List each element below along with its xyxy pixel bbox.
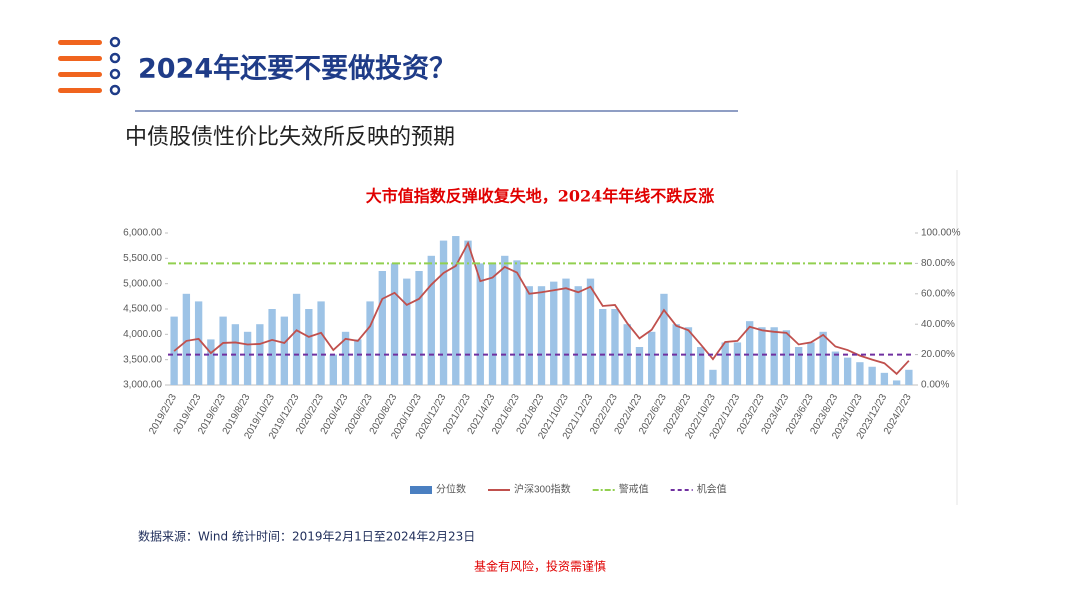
bar	[280, 316, 289, 385]
bar	[843, 357, 852, 385]
bar	[268, 309, 276, 385]
legend-label: 机会值	[697, 483, 727, 496]
y2-tick-label: 20.00%	[921, 349, 955, 360]
bar	[354, 339, 362, 385]
bar	[782, 330, 791, 385]
menu-icon	[58, 36, 121, 96]
bar	[868, 366, 876, 385]
bar	[892, 380, 901, 385]
y2-tick-label: 100.00%	[921, 228, 961, 239]
legend-label: 分位数	[436, 483, 466, 496]
bar	[341, 331, 350, 385]
bar	[709, 369, 717, 385]
bar	[660, 293, 668, 385]
y-tick-label: 4,500.00	[123, 304, 162, 315]
line	[173, 240, 910, 376]
bar	[635, 347, 644, 385]
bar	[513, 260, 521, 385]
bar	[905, 369, 913, 385]
bar	[329, 354, 337, 385]
y2-tick-label: 60.00%	[921, 288, 955, 299]
y-tick-label: 3,500.00	[123, 354, 162, 365]
slide-subtitle: 中债股债性价比失效所反映的预期	[125, 125, 455, 150]
chart-title: 大市值指数反弹收复失地，2024年年线不跌反涨	[366, 187, 715, 206]
bar	[182, 293, 191, 385]
y2-tick-label: 80.00%	[921, 258, 955, 269]
bar	[684, 327, 693, 385]
bar	[770, 327, 778, 385]
bar	[794, 347, 803, 385]
bar	[807, 342, 815, 385]
bar	[648, 331, 656, 385]
bar	[537, 286, 546, 385]
bar	[439, 240, 448, 385]
bar	[599, 309, 607, 385]
legend-label: 沪深300指数	[514, 483, 571, 496]
bar	[562, 278, 570, 385]
bar	[464, 240, 472, 385]
y-tick-label: 6,000.00	[123, 228, 162, 239]
bar	[403, 278, 411, 385]
source-note: 数据来源：Wind 统计时间：2019年2月1日至2024年2月23日	[138, 529, 475, 544]
bar	[525, 286, 533, 385]
legend-swatch	[410, 486, 432, 494]
y2-tick-label: 40.00%	[921, 319, 955, 330]
y-tick-label: 5,500.00	[123, 253, 162, 264]
y-tick-label: 3,000.00	[123, 380, 162, 391]
bar	[586, 278, 595, 385]
bar	[697, 347, 705, 385]
bar	[476, 263, 484, 385]
bar	[427, 255, 435, 385]
bar	[305, 309, 313, 385]
y2-tick-label: 0.00%	[921, 380, 949, 391]
bar	[366, 301, 374, 385]
bar	[819, 331, 827, 385]
plot: 3,000.00 3,500.00 4,000.00 4,500.00 5,000.00…	[123, 228, 961, 496]
bar	[880, 372, 889, 385]
bar	[219, 316, 227, 385]
bar	[501, 255, 509, 385]
bar	[733, 342, 742, 385]
bar	[488, 263, 497, 385]
y-tick-label: 5,000.00	[123, 278, 162, 289]
bar	[292, 293, 301, 385]
disclaimer: 基金有风险，投资需谨慎	[474, 559, 606, 574]
bar	[243, 331, 252, 385]
bar	[746, 321, 754, 385]
bar	[378, 271, 386, 385]
bar	[550, 281, 558, 385]
bar	[415, 271, 423, 385]
bar	[574, 286, 582, 385]
bar	[831, 351, 840, 385]
y-tick-label: 4,000.00	[123, 329, 162, 340]
bar	[390, 263, 399, 385]
bar	[611, 309, 619, 385]
bar	[317, 301, 325, 385]
legend-label: 警戒值	[619, 483, 649, 496]
bar	[721, 342, 729, 385]
bar	[856, 362, 864, 385]
bar	[758, 327, 766, 385]
bar	[207, 339, 215, 385]
bar	[452, 236, 460, 385]
slide-title: 2024年还要不要做投资？	[138, 53, 456, 85]
bar	[194, 301, 203, 385]
